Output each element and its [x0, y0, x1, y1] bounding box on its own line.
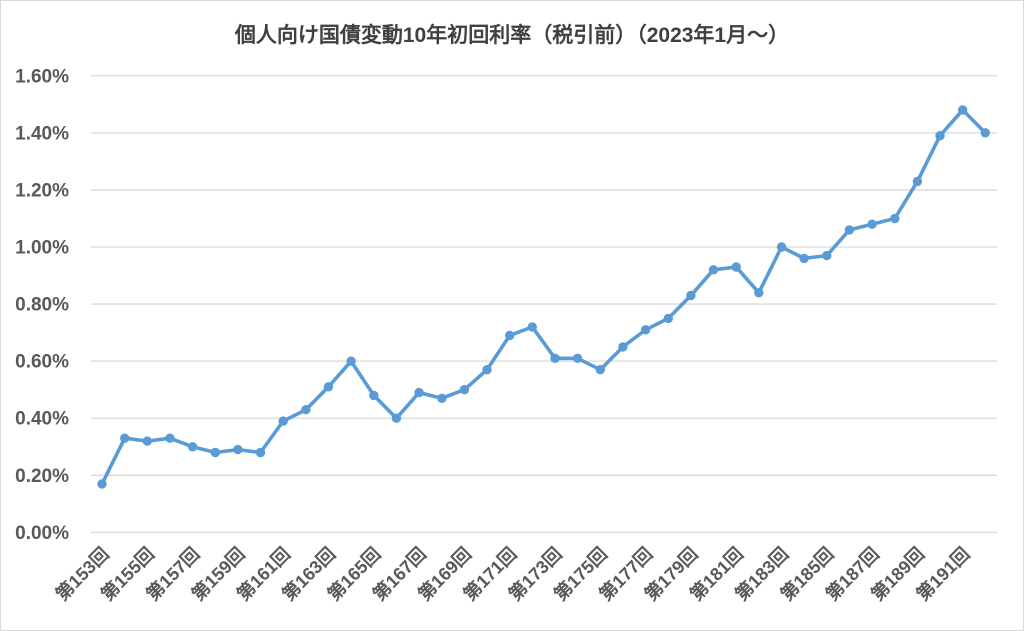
series-line — [100, 108, 988, 486]
data-point-第187回 — [867, 219, 877, 229]
data-point-第156回 — [165, 433, 175, 443]
data-point-第168回 — [437, 393, 447, 403]
data-point-第189回 — [912, 176, 923, 187]
data-point-第179回 — [686, 290, 696, 301]
data-point-第190回 — [935, 131, 945, 141]
data-point-第175回 — [595, 365, 605, 375]
data-point-第154回 — [120, 433, 130, 443]
data-point-第155回 — [142, 436, 152, 446]
data-point-第159回 — [233, 444, 243, 455]
y-axis-tick-label: 0.80% — [15, 295, 69, 316]
data-point-第181回 — [731, 262, 741, 272]
y-axis-tick-label: 0.40% — [15, 409, 69, 430]
y-axis-tick-label: 1.00% — [15, 238, 69, 259]
data-point-第192回 — [980, 128, 990, 138]
data-point-第162回 — [301, 405, 311, 415]
data-point-第185回 — [822, 250, 832, 261]
data-point-第177回 — [640, 325, 651, 335]
data-point-第186回 — [844, 225, 855, 235]
data-point-第183回 — [776, 242, 787, 252]
y-axis-tick-label: 0.20% — [15, 466, 69, 487]
data-point-第191回 — [958, 105, 968, 115]
data-point-第170回 — [482, 365, 492, 375]
data-point-第184回 — [799, 253, 809, 264]
data-point-第188回 — [890, 213, 900, 224]
data-point-第160回 — [255, 447, 266, 458]
data-point-第164回 — [346, 356, 356, 366]
data-point-第180回 — [708, 265, 719, 275]
y-axis-tick-label: 1.20% — [15, 180, 69, 201]
chart-title: 個人向け国債変動10年初回利率（税引前）（2023年1月～） — [234, 24, 790, 47]
data-point-第173回 — [550, 353, 560, 363]
y-axis-tick-label: 1.60% — [15, 66, 69, 87]
y-axis-tick-label: 0.00% — [15, 523, 69, 544]
data-point-第171回 — [505, 330, 515, 341]
data-point-第157回 — [187, 442, 198, 452]
data-point-第174回 — [572, 353, 583, 363]
data-point-第178回 — [663, 313, 673, 324]
data-point-第163回 — [323, 382, 334, 392]
data-point-第165回 — [369, 390, 379, 401]
data-point-第166回 — [391, 413, 402, 423]
data-point-第176回 — [618, 342, 628, 352]
data-point-第182回 — [754, 288, 764, 298]
y-axis-tick-label: 1.40% — [15, 123, 69, 144]
y-axis-tick-label: 0.60% — [15, 352, 69, 373]
data-point-第167回 — [414, 387, 424, 398]
data-point-第169回 — [459, 385, 470, 395]
data-point-第161回 — [278, 416, 288, 426]
data-point-第172回 — [527, 322, 537, 332]
data-point-第153回 — [97, 479, 107, 489]
data-point-第158回 — [210, 447, 220, 458]
